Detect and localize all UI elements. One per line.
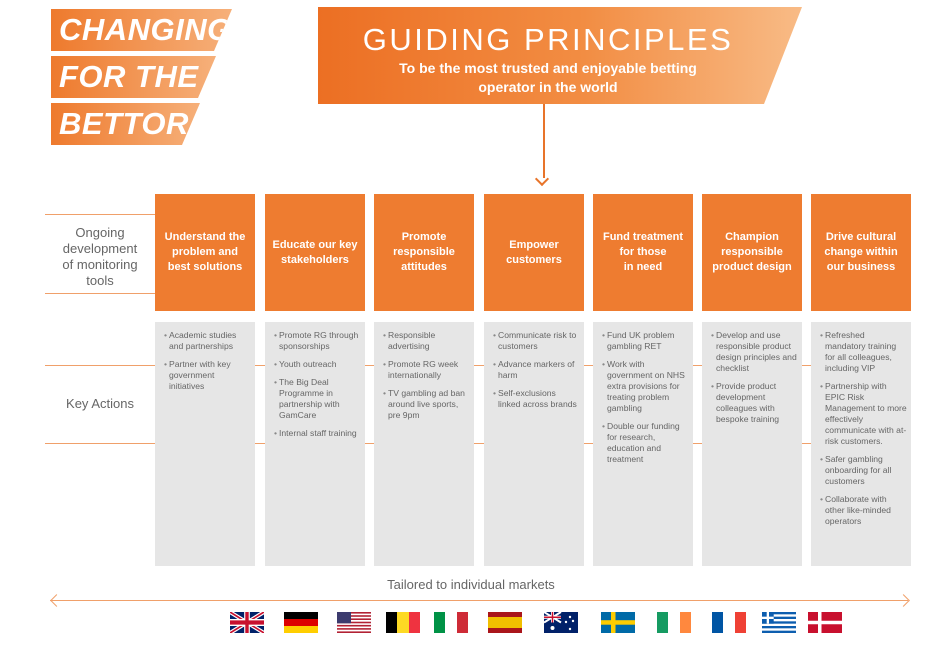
connector-line <box>543 104 545 178</box>
action-item: Advance markers of harm <box>493 359 580 381</box>
monitoring-label: Ongoing development of monitoring tools <box>50 225 150 289</box>
rule-top <box>45 214 155 215</box>
principle-title-line: for those <box>619 246 667 258</box>
action-item: Double our funding for research, educati… <box>602 421 689 465</box>
principle-title-line: Champion <box>725 231 779 243</box>
monitoring-label-line: Ongoing <box>75 225 125 240</box>
guiding-principles-banner: GUIDING PRINCIPLES To be the most truste… <box>318 7 802 104</box>
principle-title-line: best solutions <box>167 261 243 273</box>
tagline-line-1: CHANGING <box>59 12 232 47</box>
action-item: Youth outreach <box>274 359 361 370</box>
key-actions-label: Key Actions <box>66 396 134 411</box>
actions-panel-4: Communicate risk to customers Advance ma… <box>484 322 584 566</box>
usa-flag-icon <box>337 612 371 633</box>
principle-title-line: Understand the <box>164 231 246 243</box>
principle-header-2: Educate our key stakeholders <box>265 194 365 311</box>
tagline-line-3: BETTOR <box>59 106 189 141</box>
tagline-line-2: FOR THE <box>59 59 199 94</box>
uk-flag-icon <box>230 612 264 633</box>
tagline-banner-1: CHANGING <box>51 9 232 51</box>
action-item: Internal staff training <box>274 428 361 439</box>
tagline-banner-3: BETTOR <box>51 103 200 145</box>
arrow-left-icon <box>50 594 63 607</box>
principle-title-line: Drive cultural <box>825 231 897 243</box>
actions-panel-5: Fund UK problem gambling RET Work with g… <box>593 322 693 566</box>
germany-flag-icon <box>284 612 318 633</box>
principle-title-line: our business <box>826 261 896 273</box>
australia-flag-icon <box>544 612 578 633</box>
principle-header-7: Drive cultural change within our business <box>811 194 911 311</box>
actions-panel-1: Academic studies and partnerships Partne… <box>155 322 255 566</box>
action-item: Communicate risk to customers <box>493 330 580 352</box>
action-item: Partner with key government initiatives <box>164 359 251 392</box>
markets-arrow-line <box>50 600 908 601</box>
rule-mid <box>45 293 155 294</box>
spain-flag-icon <box>488 612 522 633</box>
principle-title-line: attitudes <box>401 261 447 273</box>
monitoring-label-line: development <box>62 241 138 256</box>
action-item: Work with government on NHS extra provis… <box>602 359 689 414</box>
action-item: Refreshed mandatory training for all col… <box>820 330 907 374</box>
action-item: Provide product development colleagues w… <box>711 381 798 425</box>
principle-title-line: responsible <box>721 246 783 258</box>
action-item: Partnership with EPIC Risk Management to… <box>820 381 907 447</box>
principle-title-line: Educate our key <box>272 238 358 251</box>
actions-panel-3: Responsible advertising Promote RG week … <box>374 322 474 566</box>
action-item: Responsible advertising <box>383 330 470 352</box>
greece-flag-icon <box>762 612 796 633</box>
actions-panel-7: Refreshed mandatory training for all col… <box>811 322 911 566</box>
principle-title-line: product design <box>712 261 792 273</box>
principle-title-line: Promote <box>401 231 447 243</box>
principle-title-line: change within <box>824 246 898 258</box>
hero-title: GUIDING PRINCIPLES <box>362 22 734 57</box>
ireland-flag-icon <box>657 612 691 633</box>
france-flag-icon <box>712 612 746 633</box>
principle-title-line: customers <box>506 253 562 266</box>
rule-keyactions-top <box>45 365 911 366</box>
actions-panel-2: Promote RG through sponsorships Youth ou… <box>265 322 365 566</box>
action-item: Promote RG through sponsorships <box>274 330 361 352</box>
principle-header-4: Empower customers <box>484 194 584 311</box>
action-item: Academic studies and partnerships <box>164 330 251 352</box>
tagline-banner-2: FOR THE <box>51 56 216 98</box>
action-item: Develop and use responsible product desi… <box>711 330 798 374</box>
actions-panel-6: Develop and use responsible product desi… <box>702 322 802 566</box>
principle-title-line: Empower <box>509 238 559 251</box>
italy-flag-icon <box>434 612 468 633</box>
sweden-flag-icon <box>601 612 635 633</box>
arrow-right-icon <box>897 594 910 607</box>
principle-title-line: in need <box>623 261 663 273</box>
action-item: Promote RG week internationally <box>383 359 470 381</box>
action-item: The Big Deal Programme in partnership wi… <box>274 377 361 421</box>
action-item: TV gambling ad ban around live sports, p… <box>383 388 470 421</box>
action-item: Collaborate with other like-minded opera… <box>820 494 907 527</box>
monitoring-label-line: of monitoring <box>62 257 138 272</box>
rule-keyactions-bottom <box>45 443 911 444</box>
hero-subtitle-line-2: operator in the world <box>478 79 618 95</box>
tailored-markets-label: Tailored to individual markets <box>387 577 555 592</box>
principle-header-1: Understand the problem and best solutions <box>155 194 255 311</box>
principle-header-5: Fund treatment for those in need <box>593 194 693 311</box>
principle-title-line: stakeholders <box>281 253 349 266</box>
principle-title-line: Fund treatment <box>602 231 684 243</box>
monitoring-label-line: tools <box>86 273 114 288</box>
belgium-flag-icon <box>386 612 420 633</box>
denmark-flag-icon <box>808 612 842 633</box>
hero-subtitle-line-1: To be the most trusted and enjoyable bet… <box>399 60 697 76</box>
connector-arrowhead <box>534 171 550 187</box>
principle-title-line: responsible <box>393 246 455 258</box>
principle-header-3: Promote responsible attitudes <box>374 194 474 311</box>
action-item: Safer gambling onboarding for all custom… <box>820 454 907 487</box>
action-item: Self-exclusions linked across brands <box>493 388 580 410</box>
action-item: Fund UK problem gambling RET <box>602 330 689 352</box>
principle-title-line: problem and <box>171 246 238 258</box>
principle-header-6: Champion responsible product design <box>702 194 802 311</box>
